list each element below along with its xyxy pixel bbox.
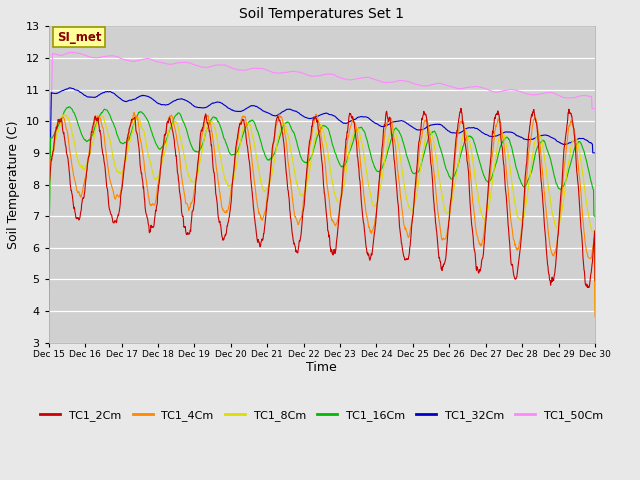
Title: Soil Temperatures Set 1: Soil Temperatures Set 1 (239, 7, 404, 21)
Legend: TC1_2Cm, TC1_4Cm, TC1_8Cm, TC1_16Cm, TC1_32Cm, TC1_50Cm: TC1_2Cm, TC1_4Cm, TC1_8Cm, TC1_16Cm, TC1… (36, 405, 608, 425)
Text: SI_met: SI_met (57, 31, 101, 44)
Y-axis label: Soil Temperature (C): Soil Temperature (C) (7, 120, 20, 249)
X-axis label: Time: Time (307, 361, 337, 374)
